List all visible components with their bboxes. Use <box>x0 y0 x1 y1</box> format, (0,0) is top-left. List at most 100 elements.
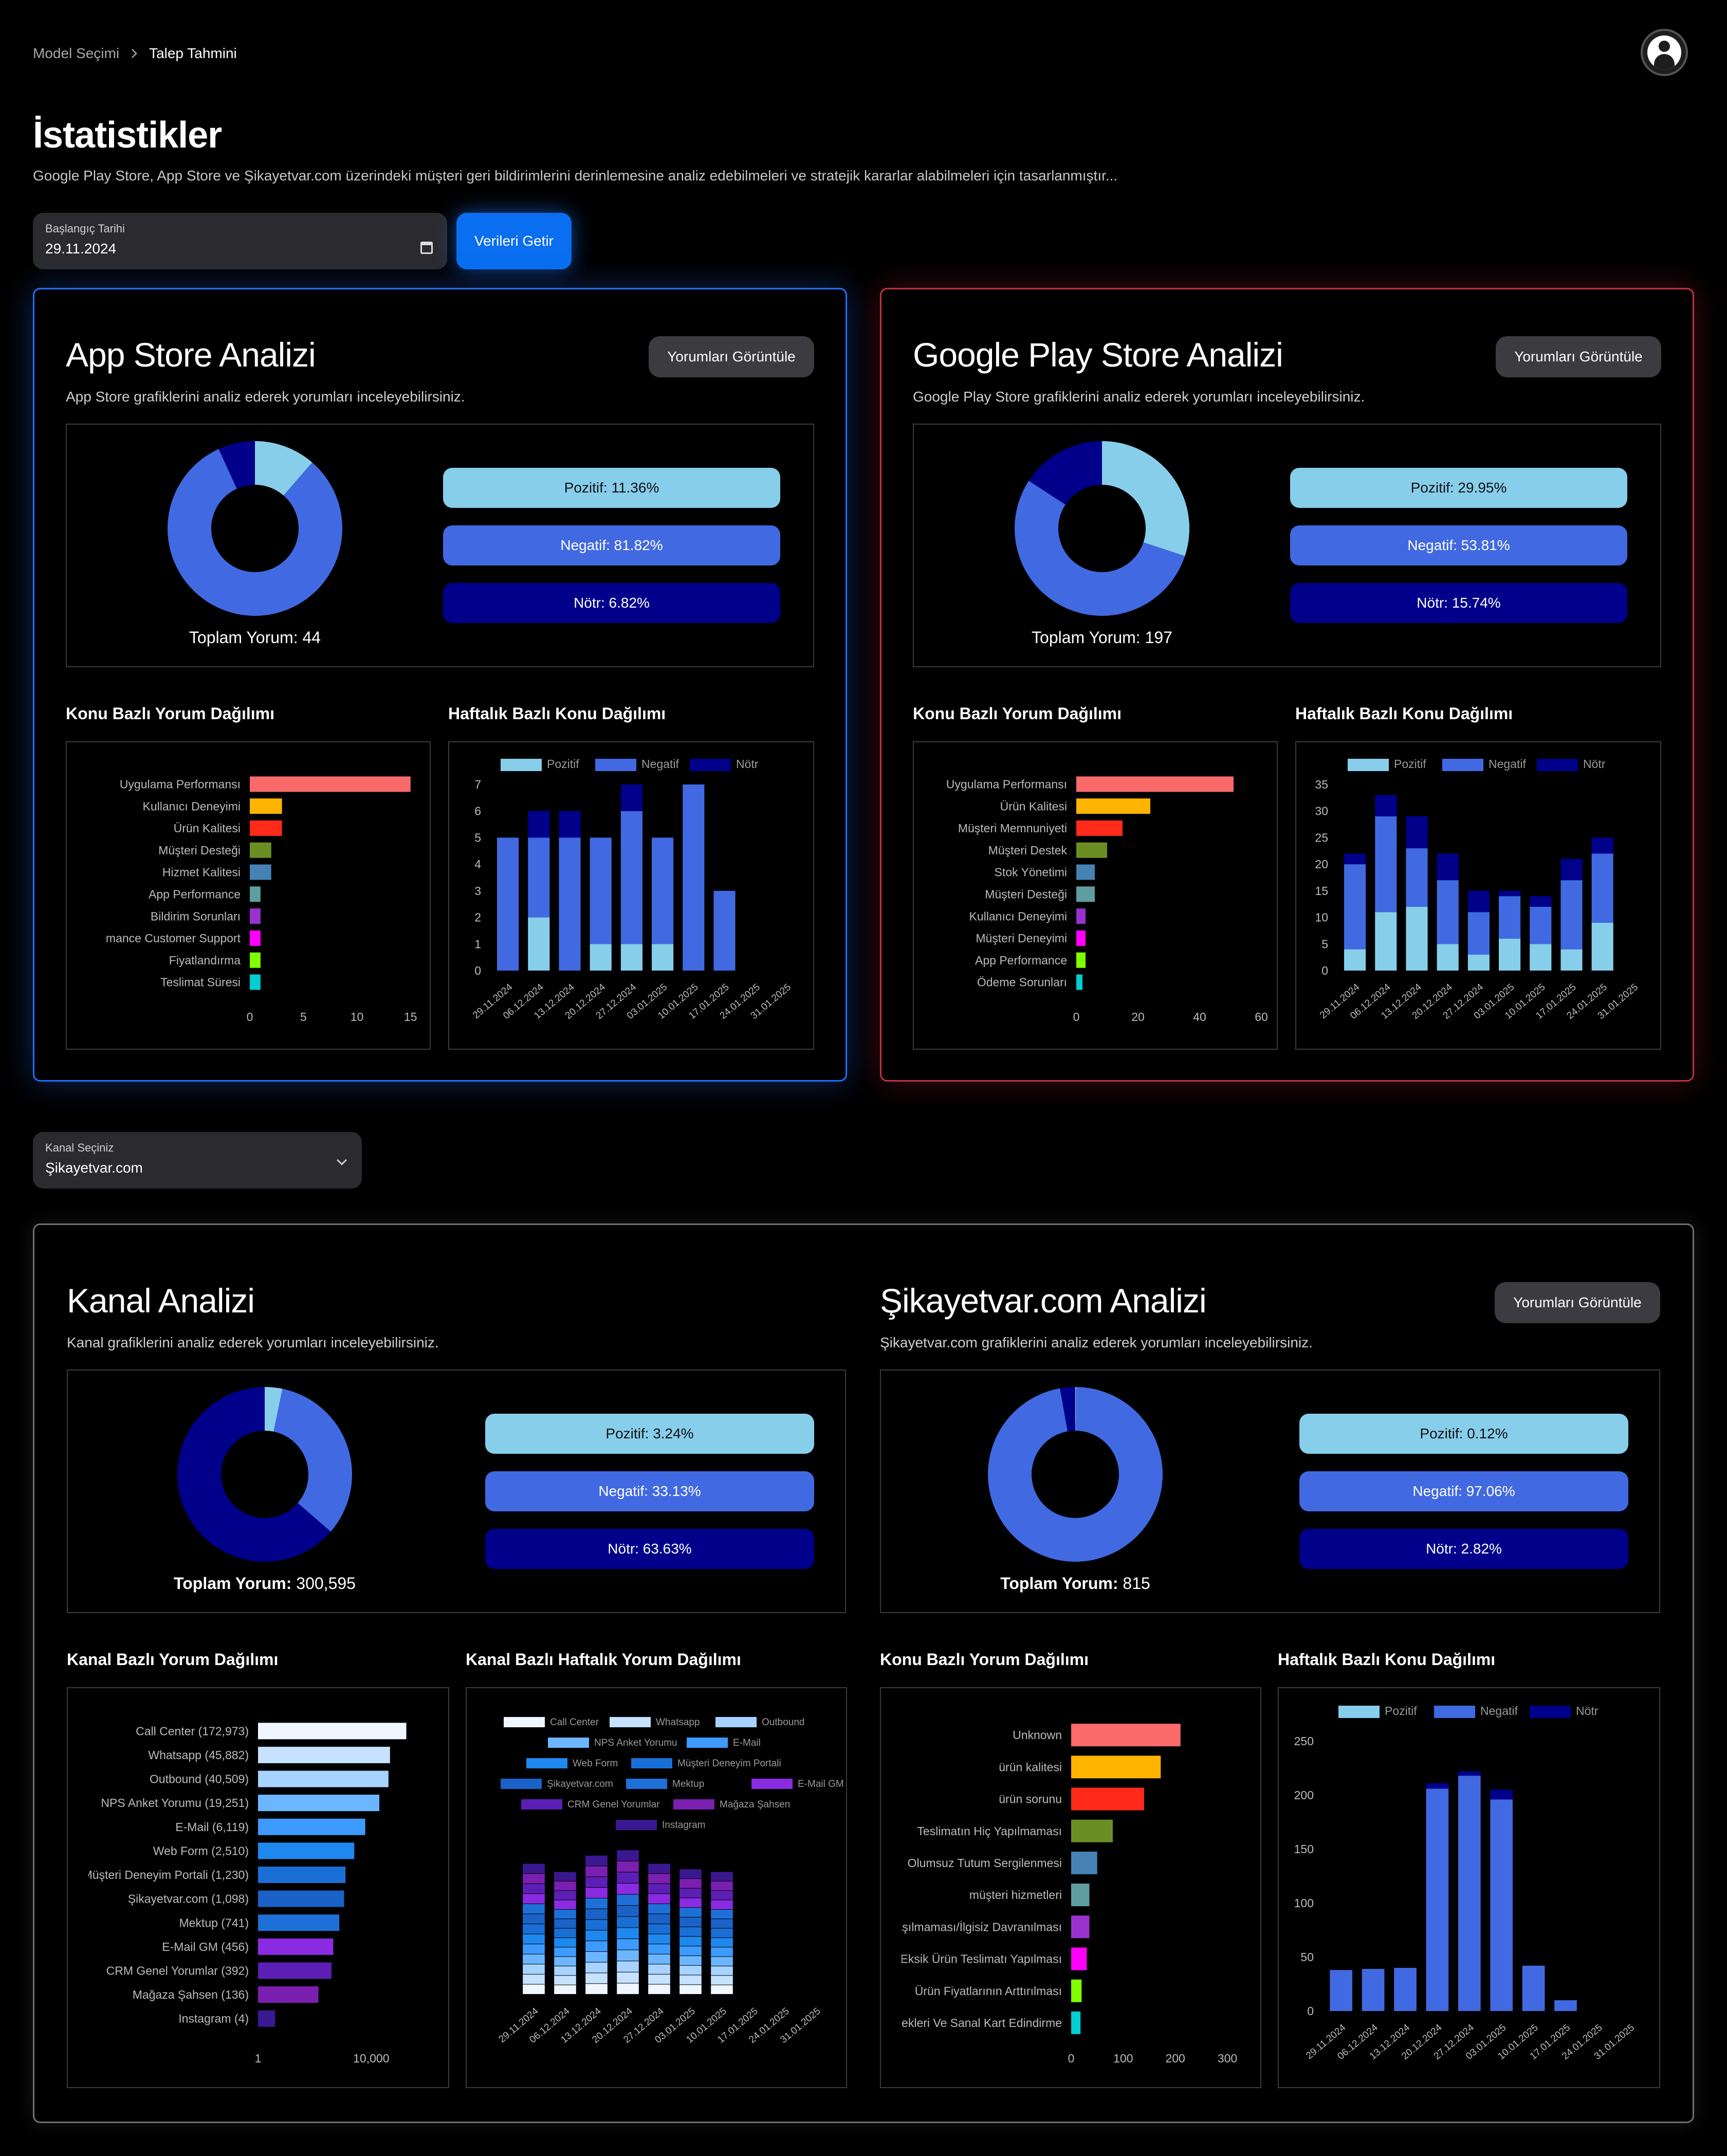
appstore-view-reviews-button[interactable]: Yorumları Görüntüle <box>649 336 814 377</box>
x-tick-0: 0 <box>1068 2052 1075 2065</box>
bar-segment-e-mail-10-01-2025 <box>711 1947 733 1957</box>
legend-swatch-pozitif <box>501 759 542 771</box>
bar-segment-crm-genel-yorumlar-29-11-2024 <box>523 1884 545 1894</box>
calendar-icon[interactable] <box>420 242 433 254</box>
bar-ma-aza-ahsen-136 <box>258 1986 319 2003</box>
user-avatar-button[interactable] <box>1641 29 1688 76</box>
bar-segment-ikayetvar-com-20-12-2024 <box>617 1906 639 1916</box>
bar-pozitif-29-11-2024 <box>1344 949 1366 971</box>
y-tick-30: 30 <box>1315 805 1328 818</box>
label-clip-mask <box>67 742 85 1049</box>
bar-r-n-fiyatlar-n-n-artt-r-lmas <box>1071 1979 1082 2002</box>
bar-segment-mektup-06-12-2024 <box>554 1909 576 1919</box>
bar-pozitif-20-12-2024 <box>590 944 612 971</box>
bar-label-uygulama-performans: Uygulama Performansı <box>120 777 241 791</box>
bar-negatif-29-11-2024 <box>1344 864 1366 949</box>
bar-label-fiyatland-rma: Fiyatlandırma <box>169 954 241 967</box>
bar-segment-instagram-03-01-2025 <box>679 1869 702 1878</box>
bar-segment-e-mail-03-01-2025 <box>679 1946 702 1956</box>
y-tick-3: 3 <box>474 884 481 898</box>
bar-label-r-n-kalitesi: Ürün Kalitesi <box>174 821 241 835</box>
bar-label-m-teri-hizmetleri: müşteri hizmetleri <box>969 1888 1062 1902</box>
legend-swatch-call-center <box>504 1717 545 1727</box>
channel-select-value: Şikayetvar.com <box>45 1160 143 1176</box>
bar-segment-ma-aza-ahsen-27-12-2024 <box>648 1874 670 1884</box>
appstore-sentiment-donut <box>168 441 342 616</box>
bar-segment-nps-anket-yorumu-20-12-2024 <box>617 1950 639 1961</box>
bar-negatif-06-12-2024 <box>1375 816 1397 912</box>
bar-segment-e-mail-20-12-2024 <box>617 1939 639 1950</box>
sikayet-total-value: 815 <box>1123 1574 1150 1593</box>
bar-label-outbound-40-509: Outbound (40,509) <box>150 1773 249 1786</box>
bar-segment-e-mail-gm-03-01-2025 <box>679 1898 702 1908</box>
bar-segment-whatsapp-13-12-2024 <box>585 1973 608 1984</box>
legend-label-e-mail: E-Mail <box>733 1738 761 1748</box>
legend-swatch-ikayetvar-com <box>501 1779 542 1789</box>
bar-bildirim-sorunlar <box>250 908 261 924</box>
bar-segment-ikayetvar-com-13-12-2024 <box>585 1909 608 1920</box>
bar-segment-mektup-03-01-2025 <box>679 1908 702 1917</box>
bar-fiyatland-rma <box>250 952 261 968</box>
bar-label-app-performance: App Performance <box>975 954 1067 967</box>
y-tick-35: 35 <box>1315 778 1328 791</box>
gplay-neutral-pill: Nötr: 15.74% <box>1290 583 1627 623</box>
x-tick-100: 100 <box>1113 2052 1133 2065</box>
appstore-neutral-pill: Nötr: 6.82% <box>443 583 780 623</box>
bar-pozitif-10-01-2025 <box>1530 944 1552 971</box>
start-date-field[interactable]: Başlangıç Tarihi 29.11.2024 <box>33 213 447 269</box>
start-date-value: 29.11.2024 <box>45 241 117 257</box>
gplay-weekly-chart: Pozitif Negatif Nötr0510152025303529.11.20… <box>1295 741 1661 1050</box>
bar-label-mektup-741: Mektup (741) <box>179 1916 249 1929</box>
bar-segment-call-center-06-12-2024 <box>554 1985 576 1994</box>
y-tick-15: 15 <box>1315 884 1328 898</box>
y-tick-0: 0 <box>1321 964 1328 977</box>
kanal-neutral-pill: Nötr: 63.63% <box>485 1529 814 1569</box>
bar-segment-web-form-27-12-2024 <box>648 1934 670 1944</box>
y-tick-100: 100 <box>1294 1896 1314 1910</box>
legend-label-call-center: Call Center <box>550 1717 599 1728</box>
bar-n-tr-29-11-2024 <box>1344 853 1366 865</box>
x-tick-300: 300 <box>1218 2052 1237 2065</box>
bar-negatif-13-12-2024 <box>1406 848 1428 907</box>
channel-select[interactable]: Kanal Seçiniz Şikayetvar.com <box>33 1132 362 1189</box>
gplay-view-reviews-button[interactable]: Yorumları Görüntüle <box>1496 336 1661 377</box>
bar-segment-mektup-20-12-2024 <box>617 1894 639 1906</box>
legend-swatch-web-form <box>526 1758 567 1768</box>
fetch-data-button[interactable]: Verileri Getir <box>456 213 572 269</box>
sikayet-view-reviews-button[interactable]: Yorumları Görüntüle <box>1495 1282 1660 1323</box>
x-tick-60: 60 <box>1255 1010 1268 1024</box>
legend-label-negatif: Negatif <box>1489 757 1526 771</box>
gplay-positive-pill: Pozitif: 29.95% <box>1290 468 1627 508</box>
y-tick-5: 5 <box>474 831 481 844</box>
appstore-topic-chart: Uygulama Performansı Kullanıcı Deneyimi Ür… <box>66 741 431 1050</box>
legend-swatch-n-tr <box>690 759 731 771</box>
bar-label-m-teri-deneyim-portali-1-230: Müşteri Deneyim Portali (1,230) <box>83 1868 249 1881</box>
bar-negatif-13-12-2024 <box>1394 1968 1417 2011</box>
breadcrumb-root[interactable]: Model Seçimi <box>33 45 120 61</box>
legend-label-instagram: Instagram <box>662 1820 705 1831</box>
bar-segment-ma-aza-ahsen-03-01-2025 <box>679 1878 702 1888</box>
bar-negatif-17-01-2025 <box>1554 2000 1577 2011</box>
bar-r-n-kalitesi <box>1076 798 1150 814</box>
bar-negatif-10-01-2025 <box>683 784 705 971</box>
bar-label-r-n-kalitesi: Ürün Kalitesi <box>1000 799 1067 813</box>
bar-segment-outbound-10-01-2025 <box>711 1966 733 1976</box>
bar-negatif-17-01-2025 <box>713 890 736 971</box>
bar-pozitif-06-12-2024 <box>528 917 550 971</box>
bar-label-m-teri-deste-i: Müşteri Desteği <box>158 844 241 857</box>
bar-segment-whatsapp-06-12-2024 <box>554 1976 576 1985</box>
bar-n-tr-20-12-2024 <box>1426 1783 1449 1789</box>
bar-nps-anket-yorumu-19-251 <box>258 1795 380 1812</box>
x-tick-0: 0 <box>1073 1010 1080 1024</box>
legend-swatch-crm-genel-yorumlar <box>521 1799 562 1810</box>
bar-r-n-sorunu <box>1071 1787 1144 1811</box>
bar-label-app-performance: App Performance <box>149 887 241 901</box>
bar-segment-crm-genel-yorumlar-13-12-2024 <box>585 1877 608 1888</box>
gplay-total: Toplam Yorum: 197 <box>1032 628 1172 647</box>
y-tick-0: 0 <box>474 964 481 977</box>
bar-segment-mektup-13-12-2024 <box>585 1898 608 1909</box>
bar-label-deme-sorunlar: Ödeme Sorunları <box>977 976 1067 989</box>
bar-negatif-27-12-2024 <box>1467 912 1490 955</box>
bar-segment-e-mail-gm-20-12-2024 <box>617 1883 639 1894</box>
y-tick-200: 200 <box>1294 1788 1314 1802</box>
